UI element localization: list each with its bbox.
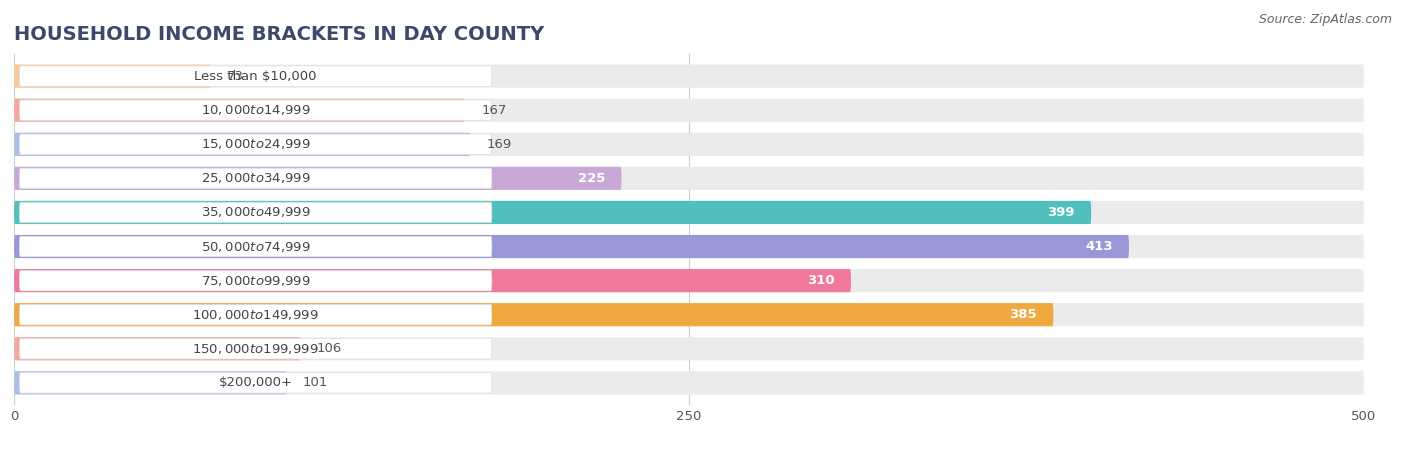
FancyBboxPatch shape <box>20 66 492 86</box>
Text: $50,000 to $74,999: $50,000 to $74,999 <box>201 239 311 253</box>
FancyBboxPatch shape <box>20 168 492 189</box>
Text: 101: 101 <box>302 376 328 389</box>
FancyBboxPatch shape <box>14 99 1364 122</box>
FancyBboxPatch shape <box>14 133 1364 156</box>
FancyBboxPatch shape <box>20 100 492 121</box>
Text: $100,000 to $149,999: $100,000 to $149,999 <box>193 308 319 322</box>
FancyBboxPatch shape <box>20 338 492 359</box>
FancyBboxPatch shape <box>14 235 1129 258</box>
Text: $25,000 to $34,999: $25,000 to $34,999 <box>201 171 311 185</box>
Text: 399: 399 <box>1047 206 1076 219</box>
Text: $35,000 to $49,999: $35,000 to $49,999 <box>201 206 311 220</box>
Text: Source: ZipAtlas.com: Source: ZipAtlas.com <box>1258 14 1392 27</box>
Text: $15,000 to $24,999: $15,000 to $24,999 <box>201 137 311 151</box>
FancyBboxPatch shape <box>14 303 1364 326</box>
Text: 106: 106 <box>316 342 342 355</box>
FancyBboxPatch shape <box>14 64 211 88</box>
FancyBboxPatch shape <box>20 305 492 325</box>
FancyBboxPatch shape <box>14 99 465 122</box>
FancyBboxPatch shape <box>14 269 851 292</box>
Text: 413: 413 <box>1085 240 1112 253</box>
Text: 169: 169 <box>486 138 512 151</box>
FancyBboxPatch shape <box>20 373 492 393</box>
Text: $200,000+: $200,000+ <box>219 376 292 389</box>
Text: $150,000 to $199,999: $150,000 to $199,999 <box>193 342 319 356</box>
Text: $10,000 to $14,999: $10,000 to $14,999 <box>201 103 311 117</box>
FancyBboxPatch shape <box>20 202 492 223</box>
FancyBboxPatch shape <box>14 167 1364 190</box>
Text: 225: 225 <box>578 172 605 185</box>
FancyBboxPatch shape <box>14 303 1053 326</box>
Text: $75,000 to $99,999: $75,000 to $99,999 <box>201 274 311 288</box>
Text: 385: 385 <box>1010 308 1038 321</box>
Text: 73: 73 <box>228 70 245 83</box>
FancyBboxPatch shape <box>14 64 1364 88</box>
Text: 167: 167 <box>481 104 506 117</box>
FancyBboxPatch shape <box>14 337 301 360</box>
FancyBboxPatch shape <box>20 270 492 291</box>
FancyBboxPatch shape <box>14 371 1364 395</box>
Text: 310: 310 <box>807 274 835 287</box>
FancyBboxPatch shape <box>14 337 1364 360</box>
FancyBboxPatch shape <box>14 235 1364 258</box>
FancyBboxPatch shape <box>14 371 287 395</box>
Text: Less than $10,000: Less than $10,000 <box>194 70 316 83</box>
Text: HOUSEHOLD INCOME BRACKETS IN DAY COUNTY: HOUSEHOLD INCOME BRACKETS IN DAY COUNTY <box>14 25 544 44</box>
FancyBboxPatch shape <box>14 201 1364 224</box>
FancyBboxPatch shape <box>14 133 470 156</box>
FancyBboxPatch shape <box>14 269 1364 292</box>
FancyBboxPatch shape <box>14 201 1091 224</box>
FancyBboxPatch shape <box>20 134 492 154</box>
FancyBboxPatch shape <box>14 167 621 190</box>
FancyBboxPatch shape <box>20 236 492 257</box>
